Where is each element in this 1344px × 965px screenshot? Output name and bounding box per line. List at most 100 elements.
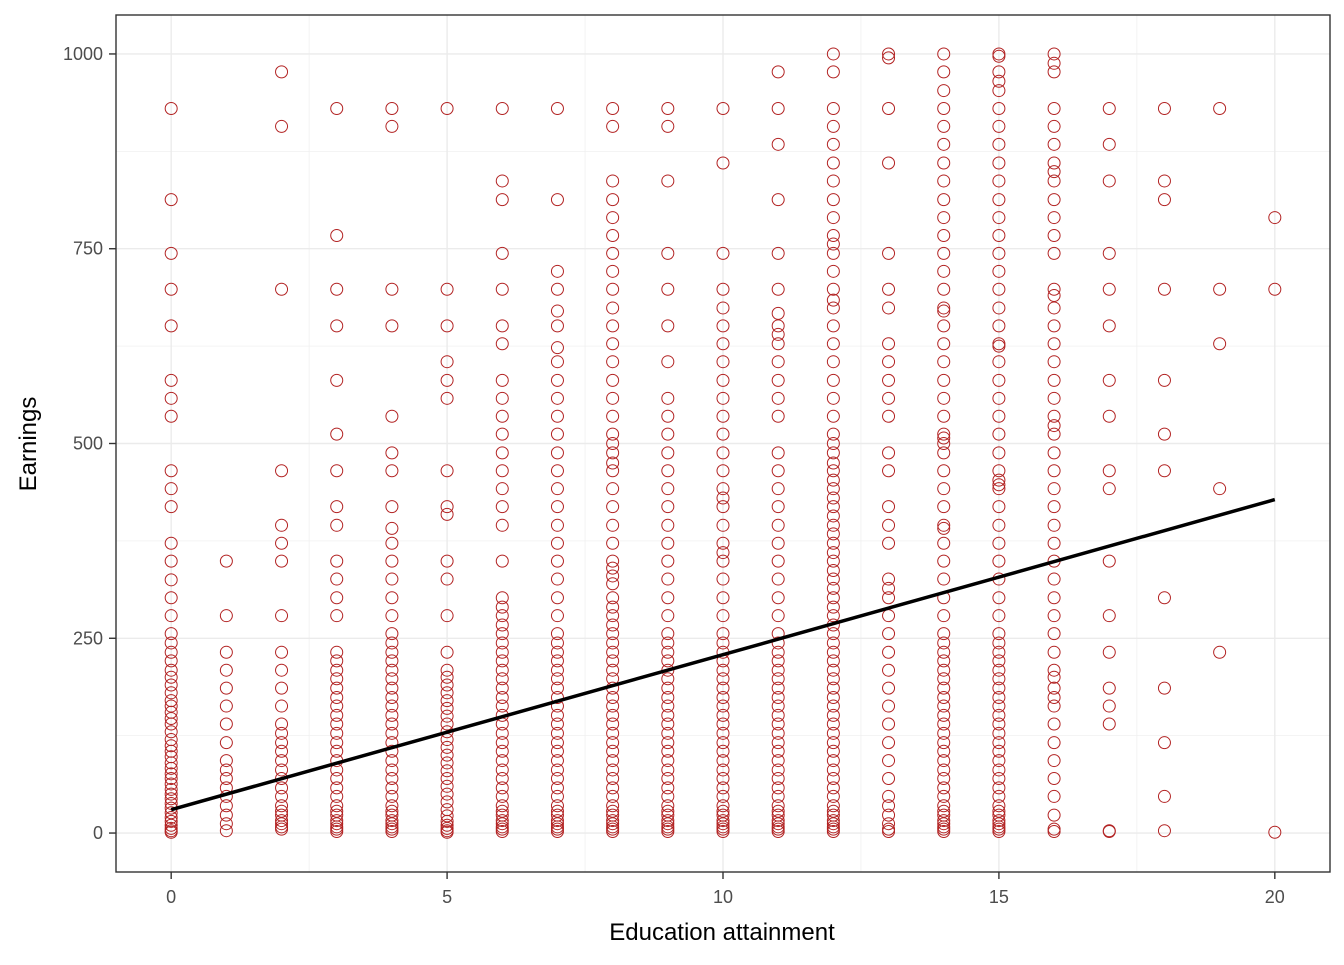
data-point [440, 709, 454, 723]
data-point [826, 609, 840, 623]
data-point [606, 754, 620, 768]
data-point [1047, 446, 1061, 460]
data-point [826, 546, 840, 560]
data-point [771, 101, 785, 115]
data-point [826, 373, 840, 387]
data-point [937, 264, 951, 278]
data-point [606, 211, 620, 225]
data-point [330, 681, 344, 695]
data-point [1047, 409, 1061, 423]
data-point [771, 591, 785, 605]
data-point [164, 282, 178, 296]
data-point [661, 101, 675, 115]
data-point [716, 319, 730, 333]
data-point [716, 282, 730, 296]
data-point [275, 464, 289, 478]
data-point [882, 47, 896, 61]
data-point [771, 789, 785, 803]
data-point [1047, 591, 1061, 605]
data-point [826, 355, 840, 369]
data-point [661, 282, 675, 296]
data-point [826, 763, 840, 777]
data-point [992, 446, 1006, 460]
data-point [550, 446, 564, 460]
y-tick-label: 750 [73, 239, 103, 259]
data-point [992, 101, 1006, 115]
data-point [385, 681, 399, 695]
y-axis-title: Earnings [15, 397, 42, 492]
data-point [937, 500, 951, 514]
data-point [164, 777, 178, 791]
data-point [937, 817, 951, 831]
data-point [550, 726, 564, 740]
data-point [1047, 174, 1061, 188]
data-point [716, 799, 730, 813]
data-point [826, 264, 840, 278]
data-point [164, 825, 178, 839]
data-point [1213, 101, 1227, 115]
data-point [550, 500, 564, 514]
data-point [1047, 670, 1061, 684]
data-point [1047, 246, 1061, 260]
data-point [330, 663, 344, 677]
data-point [826, 446, 840, 460]
data-point [992, 119, 1006, 133]
data-point [661, 781, 675, 795]
data-point [1047, 717, 1061, 731]
data-point [219, 609, 233, 623]
data-point [661, 119, 675, 133]
data-point [992, 754, 1006, 768]
data-point [606, 663, 620, 677]
data-point [937, 781, 951, 795]
data-point [606, 409, 620, 423]
data-point [606, 654, 620, 668]
data-point [440, 663, 454, 677]
data-point [495, 663, 509, 677]
data-point [937, 736, 951, 750]
data-point [826, 500, 840, 514]
data-point [661, 817, 675, 831]
data-point [992, 814, 1006, 828]
data-point [1102, 373, 1116, 387]
data-point [937, 137, 951, 151]
data-point [606, 482, 620, 496]
data-point [826, 789, 840, 803]
data-point [164, 246, 178, 260]
data-point [716, 681, 730, 695]
data-point [606, 301, 620, 315]
y-tick-label: 250 [73, 628, 103, 648]
data-point [826, 211, 840, 225]
data-point [550, 193, 564, 207]
data-point [440, 464, 454, 478]
data-point [440, 694, 454, 708]
data-point [606, 536, 620, 550]
data-point [992, 137, 1006, 151]
data-point [495, 781, 509, 795]
data-point [882, 717, 896, 731]
data-point [937, 814, 951, 828]
data-point [826, 645, 840, 659]
data-point [1047, 119, 1061, 133]
data-point [330, 824, 344, 838]
data-point [164, 391, 178, 405]
data-point [1047, 772, 1061, 786]
data-point [937, 355, 951, 369]
data-point [826, 824, 840, 838]
data-point [771, 319, 785, 333]
data-point [826, 491, 840, 505]
data-point [937, 708, 951, 722]
data-point [716, 446, 730, 460]
data-point [1157, 789, 1171, 803]
data-point [661, 409, 675, 423]
data-point [937, 65, 951, 79]
data-point [992, 609, 1006, 623]
data-point [716, 482, 730, 496]
data-point [275, 754, 289, 768]
data-point [826, 137, 840, 151]
data-point [992, 427, 1006, 441]
data-point [937, 174, 951, 188]
data-point [550, 824, 564, 838]
data-point [164, 810, 178, 824]
data-point [219, 645, 233, 659]
